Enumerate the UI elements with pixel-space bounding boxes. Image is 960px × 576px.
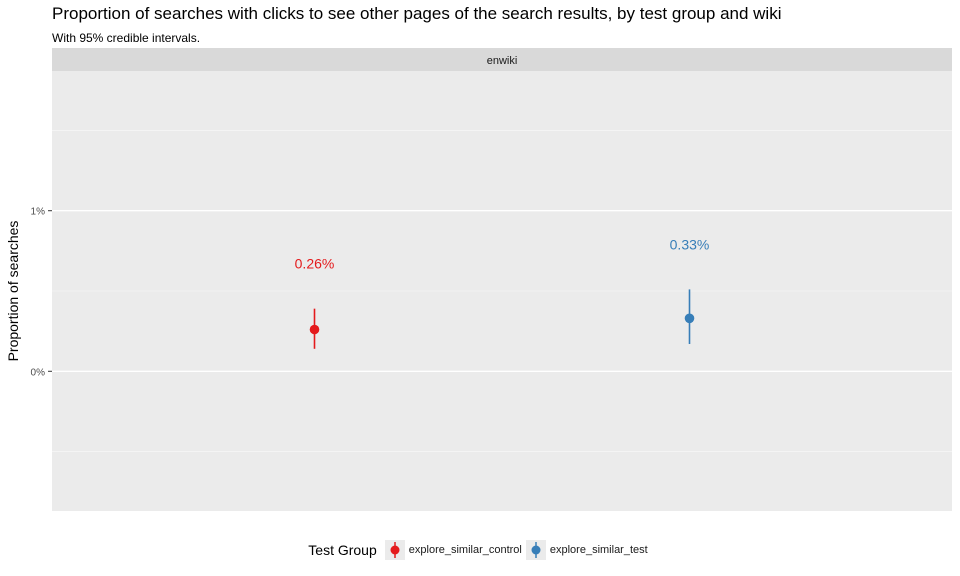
data-label: 0.26% [295,256,335,272]
chart-subtitle: With 95% credible intervals. [52,31,201,45]
y-tick-label: 0% [31,367,46,378]
y-axis-label: Proportion of searches [5,221,21,362]
legend-key-test [525,540,546,560]
plot-area: enwiki 0% 1% 0.26% 0.33% Proportion of sea… [5,48,952,511]
data-point [684,313,695,324]
legend-key-control [384,540,405,560]
data-label: 0.33% [670,236,710,252]
legend-item-control: explore_similar_control [384,540,522,560]
facet-label: enwiki [487,55,518,67]
facet-strip [52,48,952,71]
point-group-explore_similar_test: 0.33% [670,236,710,344]
y-tick-label: 1% [31,207,46,218]
data-point [309,324,320,335]
legend-label-control: explore_similar_control [408,544,522,556]
point-group-explore_similar_control: 0.26% [295,256,335,349]
chart-title: Proportion of searches with clicks to se… [52,4,782,23]
legend-title: Test Group [308,542,377,558]
legend-label-test: explore_similar_test [549,544,648,556]
legend: Test Group explore_similar_control explo… [0,539,960,561]
legend-item-test: explore_similar_test [525,540,648,560]
